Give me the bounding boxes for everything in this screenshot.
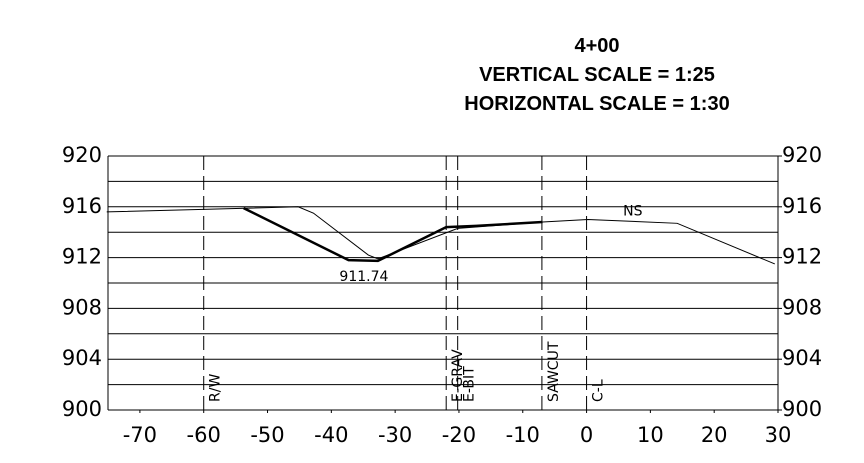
x-tick-label: -50 [250, 423, 284, 447]
x-tick-label: -40 [314, 423, 348, 447]
x-tick-label: -70 [123, 423, 157, 447]
y2-tick-label: 908 [782, 295, 822, 319]
x-tick-label: 10 [637, 423, 664, 447]
x-tick-label: 0 [580, 423, 593, 447]
y-tick-label: 916 [62, 194, 102, 218]
x-tick-label: -60 [187, 423, 221, 447]
marker-label: C-L [591, 379, 607, 402]
chart-subtitle: VERTICAL SCALE = 1:25 [479, 64, 715, 86]
y-tick-label: 908 [62, 295, 102, 319]
y-tick-label: 900 [62, 397, 102, 421]
y-tick-label: 904 [62, 346, 102, 370]
marker-label: E-BIT [462, 366, 478, 402]
x-tick-label: -30 [378, 423, 412, 447]
y2-tick-label: 916 [782, 194, 822, 218]
chart-subtitle: HORIZONTAL SCALE = 1:30 [464, 93, 729, 115]
marker-label: R/W [208, 374, 224, 402]
y-tick-label: 912 [62, 245, 102, 269]
series-label: NS [623, 204, 642, 220]
profile-line [106, 206, 776, 265]
y2-tick-label: 920 [782, 143, 822, 167]
y2-tick-label: 900 [782, 397, 822, 421]
y2-tick-label: 912 [782, 245, 822, 269]
y2-tick-label: 904 [782, 346, 822, 370]
x-tick-label: 20 [701, 423, 728, 447]
x-tick-label: -20 [442, 423, 476, 447]
marker-label: E-GRAV [450, 349, 466, 402]
marker-label: SAWCUT [546, 341, 562, 402]
x-tick-label: 30 [765, 423, 792, 447]
x-tick-label: -10 [506, 423, 540, 447]
data-label: 911.74 [339, 269, 388, 285]
y-tick-label: 920 [62, 143, 102, 167]
profile-line [243, 206, 543, 263]
chart-title: 4+00 [574, 35, 619, 57]
